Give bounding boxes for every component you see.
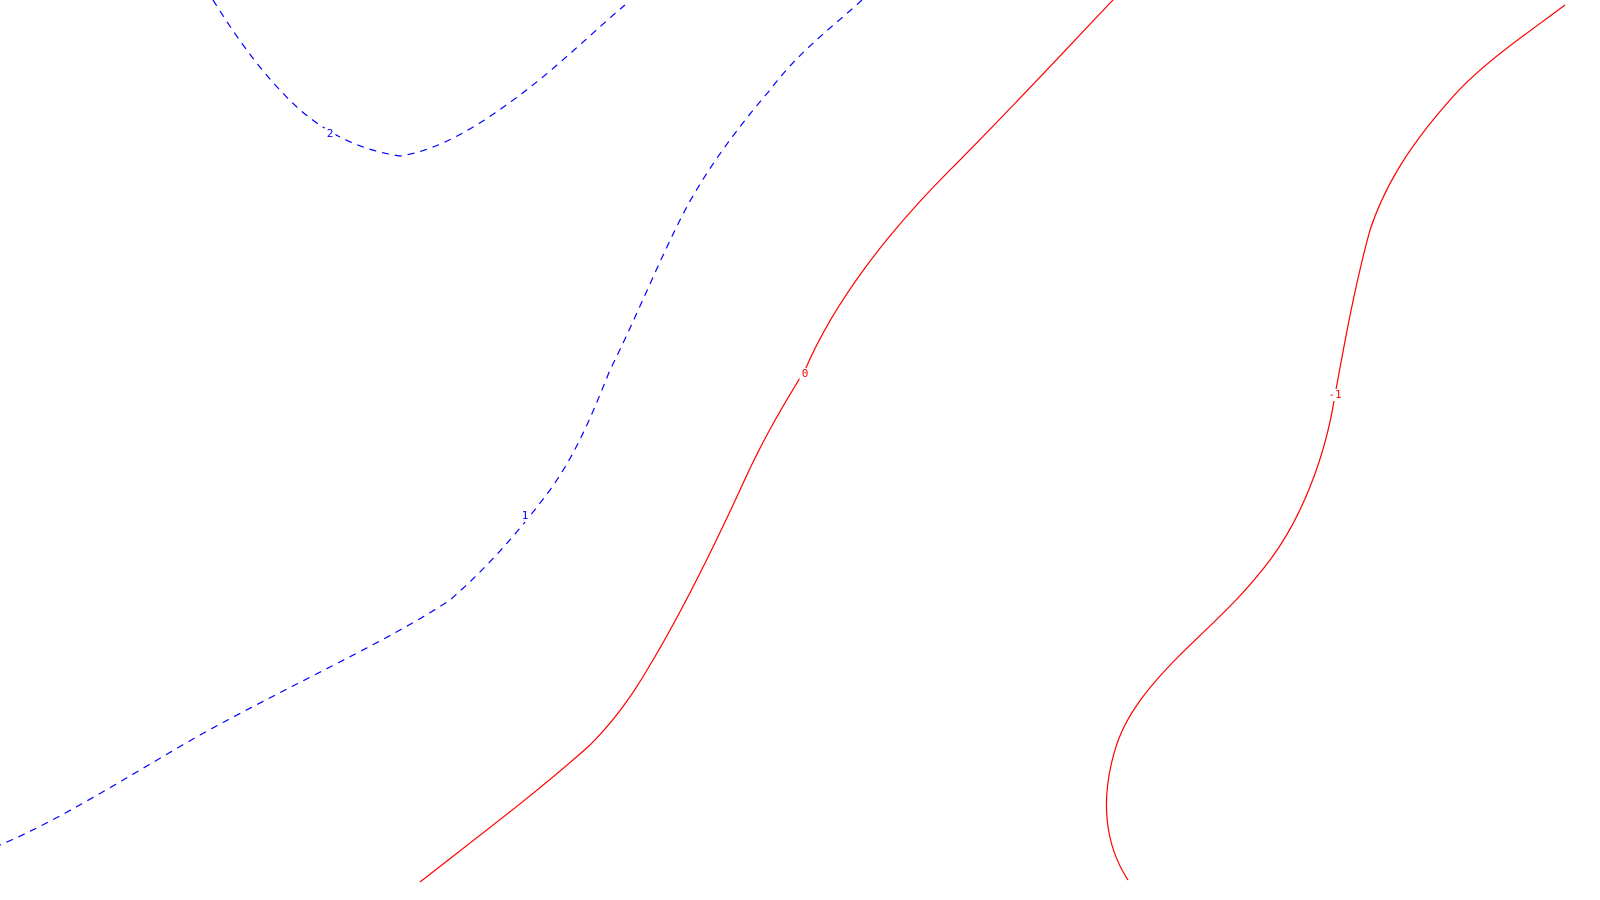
contour-label-level-2: 2 <box>327 127 334 140</box>
contour-label-background <box>519 510 531 522</box>
contour-label-background <box>324 128 336 140</box>
contour-line-level-neg1 <box>1105 4 1566 881</box>
contour-line-level-2 <box>212 0 626 157</box>
contour-lines <box>0 0 1566 883</box>
contour-label-level-0: 0 <box>802 367 809 380</box>
contour-label-background <box>1326 389 1344 401</box>
contour-line-level-0 <box>419 0 1114 883</box>
contour-label-level-1: 1 <box>522 509 529 522</box>
contour-labels: 2 1 0 -1 <box>324 127 1344 522</box>
contour-label-level-neg1: -1 <box>1328 388 1341 401</box>
contour-label-background <box>799 368 811 380</box>
contour-line-level-1 <box>0 0 863 846</box>
